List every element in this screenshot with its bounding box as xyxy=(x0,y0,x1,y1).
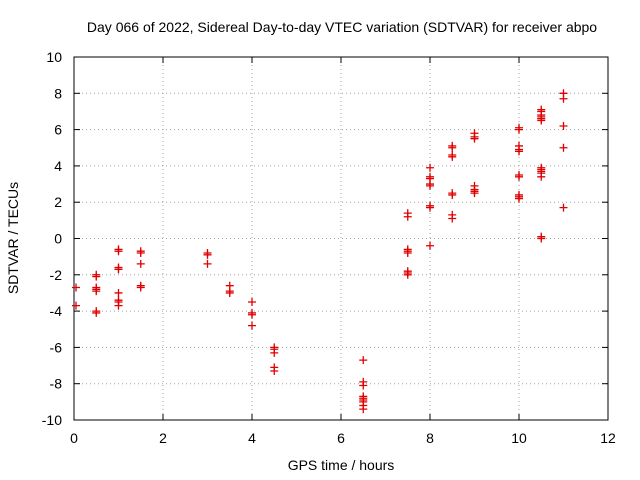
y-tick-label: 2 xyxy=(54,194,62,210)
data-point xyxy=(559,94,568,103)
data-point xyxy=(426,163,434,172)
data-point xyxy=(403,249,412,258)
data-point xyxy=(426,241,434,250)
data-point xyxy=(515,147,523,156)
data-point xyxy=(114,301,123,310)
y-tick-label: -2 xyxy=(50,267,63,283)
y-tick-label: -10 xyxy=(42,412,62,428)
data-point xyxy=(448,152,457,161)
y-tick-label: 4 xyxy=(54,158,62,174)
data-point xyxy=(114,288,123,297)
data-point xyxy=(426,181,434,190)
data-point xyxy=(448,214,457,223)
data-point xyxy=(537,116,546,125)
data-point xyxy=(203,259,212,268)
x-tick-label: 0 xyxy=(70,430,78,446)
y-tick-label: -4 xyxy=(50,303,63,319)
y-tick-label: -8 xyxy=(50,376,63,392)
data-point xyxy=(426,203,434,212)
data-point xyxy=(248,310,256,319)
data-point xyxy=(515,125,523,134)
data-points xyxy=(72,89,568,414)
data-point xyxy=(359,356,368,365)
y-axis-label: SDTVAR / TECUs xyxy=(5,182,21,294)
y-tick-label: 8 xyxy=(54,85,62,101)
chart-title: Day 066 of 2022, Sidereal Day-to-day VTE… xyxy=(87,19,597,35)
x-axis-label: GPS time / hours xyxy=(288,457,395,473)
data-point xyxy=(136,283,145,292)
y-tick-label: 10 xyxy=(46,49,62,65)
data-point xyxy=(270,348,279,357)
data-point xyxy=(403,212,412,221)
data-point xyxy=(537,234,546,243)
data-point xyxy=(559,121,568,130)
data-point xyxy=(72,301,80,310)
x-tick-label: 8 xyxy=(426,430,434,446)
data-point xyxy=(92,308,101,317)
y-tick-label: -6 xyxy=(50,339,63,355)
data-point xyxy=(470,134,479,143)
x-tick-label: 12 xyxy=(600,430,616,446)
y-tick-label: 6 xyxy=(54,122,62,138)
data-point xyxy=(359,405,368,414)
data-point xyxy=(248,298,256,307)
data-point xyxy=(403,270,412,279)
data-point xyxy=(114,247,123,256)
data-point xyxy=(136,259,145,268)
data-point xyxy=(248,321,256,330)
data-point xyxy=(448,190,457,199)
data-point xyxy=(92,287,101,296)
data-point xyxy=(537,172,546,181)
plot-frame xyxy=(73,56,609,421)
data-point xyxy=(114,265,123,274)
data-point xyxy=(515,172,523,181)
x-tick-label: 4 xyxy=(248,430,256,446)
data-point xyxy=(448,143,457,152)
x-tick-label: 2 xyxy=(159,430,167,446)
data-point xyxy=(225,288,234,297)
data-point xyxy=(559,203,568,212)
y-axis-tick-labels: -10 -8 -6 -4 -2 0 2 4 6 8 10 xyxy=(42,49,62,428)
data-point xyxy=(359,381,368,390)
data-point xyxy=(203,250,212,259)
data-point xyxy=(72,283,80,292)
data-point xyxy=(470,189,479,198)
x-tick-label: 10 xyxy=(511,430,527,446)
data-point xyxy=(136,249,145,258)
y-tick-label: 0 xyxy=(54,231,62,247)
data-point xyxy=(92,272,101,281)
data-point xyxy=(270,366,279,375)
data-point xyxy=(559,143,568,152)
x-tick-label: 6 xyxy=(337,430,345,446)
x-axis-tick-labels: 0 2 4 6 8 10 12 xyxy=(70,430,616,446)
data-point xyxy=(515,194,523,203)
